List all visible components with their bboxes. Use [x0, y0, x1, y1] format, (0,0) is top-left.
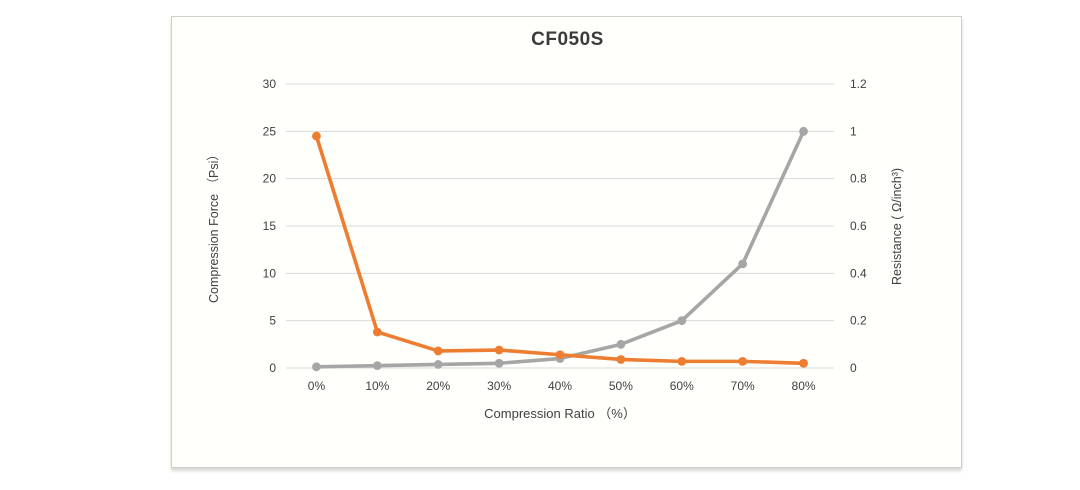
data-point-marker — [555, 350, 565, 360]
data-point-marker — [372, 361, 382, 371]
x-axis-tick-label: 70% — [731, 379, 755, 393]
data-point-marker — [616, 339, 626, 349]
left-axis-tick-label: 30 — [263, 77, 277, 91]
left-axis-tick-label: 15 — [263, 219, 277, 233]
x-axis-tick-label: 10% — [365, 379, 389, 393]
x-axis-tick-label: 80% — [792, 379, 816, 393]
right-axis-tick-label: 0.8 — [850, 172, 867, 186]
right-axis-title: Resistance ( Ω/inch³) — [890, 167, 904, 285]
data-point-marker — [433, 360, 443, 369]
data-point-marker — [799, 358, 808, 368]
x-axis-tick-label: 0% — [308, 379, 326, 393]
right-axis-tick-label: 0.6 — [850, 219, 867, 233]
right-axis-tick-label: 1 — [850, 124, 857, 138]
data-point-marker — [677, 356, 687, 366]
x-axis-title: Compression Ratio （%） — [484, 406, 636, 421]
right-axis-tick-label: 0.4 — [850, 266, 867, 280]
x-axis-tick-label: 50% — [609, 379, 633, 393]
left-axis-tick-label: 5 — [269, 314, 276, 328]
chart-title: CF050S — [531, 29, 604, 50]
series-line — [314, 129, 806, 369]
data-point-marker — [494, 358, 504, 368]
left-axis-tick-label: 20 — [263, 172, 277, 186]
left-axis-tick-label: 25 — [263, 124, 277, 138]
right-axis-tick-label: 1.2 — [850, 77, 867, 91]
data-point-marker — [312, 362, 321, 372]
series-line — [314, 134, 806, 366]
x-axis-tick-label: 40% — [548, 379, 572, 393]
data-point-marker — [738, 259, 748, 269]
chart-panel: CF050S Compression Force （Psi） Resistanc… — [171, 16, 962, 468]
left-axis-tick-label: 0 — [269, 361, 276, 375]
x-axis-tick-label: 60% — [670, 379, 694, 393]
data-point-marker — [433, 346, 443, 356]
x-axis-tick-label: 20% — [426, 379, 450, 393]
data-point-marker — [799, 126, 808, 136]
right-axis-tick-label: 0.2 — [850, 314, 867, 328]
data-point-marker — [372, 327, 382, 337]
left-axis-title: Compression Force （Psi） — [207, 148, 221, 304]
x-axis-tick-label: 30% — [487, 379, 511, 393]
data-point-marker — [677, 316, 687, 326]
data-point-marker — [494, 345, 504, 355]
data-point-marker — [616, 355, 626, 364]
data-point-marker — [738, 356, 748, 366]
right-axis-tick-label: 0 — [850, 361, 857, 375]
chart-canvas: 0 0 5 0.2 10 0.4 15 0.6 20 0.8 25 1 30 1.2 0% 10% 20% 30%… — [263, 77, 867, 393]
left-axis-tick-label: 10 — [263, 266, 277, 280]
data-point-marker — [312, 131, 321, 141]
